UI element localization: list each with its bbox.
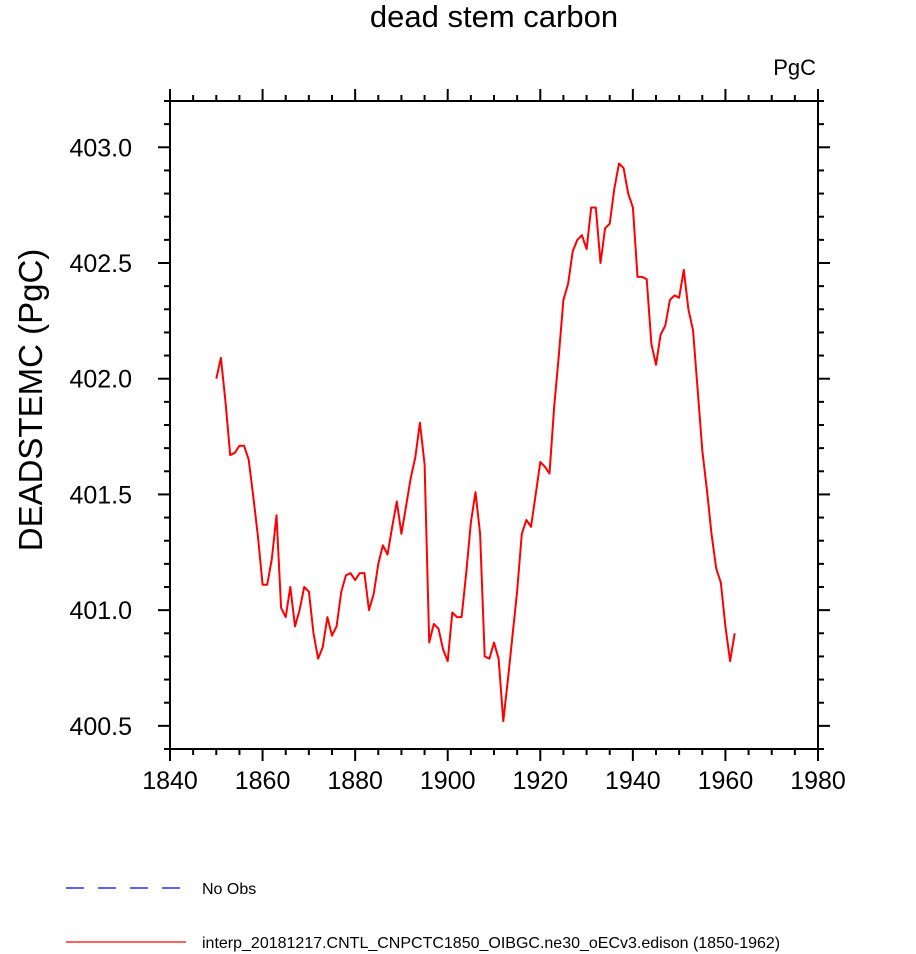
series-line bbox=[215, 162, 736, 723]
x-tick-label: 1900 bbox=[420, 767, 476, 795]
y-tick-label: 403.0 bbox=[69, 134, 132, 162]
plot-frame bbox=[169, 100, 819, 750]
y-axis-label: DEADSTEMC (PgC) bbox=[12, 249, 49, 552]
legend-label-model-run: interp_20181217.CNTL_CNPCTC1850_OIBGC.ne… bbox=[202, 935, 780, 952]
x-tick-label: 1940 bbox=[605, 767, 661, 795]
y-tick-label: 402.0 bbox=[69, 366, 132, 394]
legend: No Obs interp_20181217.CNTL_CNPCTC1850_O… bbox=[66, 881, 780, 952]
series-layer bbox=[215, 162, 736, 723]
y-tick-label: 401.0 bbox=[69, 597, 132, 625]
chart-title: dead stem carbon bbox=[370, 0, 618, 34]
axis-tick-labels: 1840 1860 1880 1900 1920 1940 1960 1980 400.5 401… bbox=[69, 134, 845, 795]
y-tick-label: 401.5 bbox=[69, 481, 132, 509]
x-tick-label: 1880 bbox=[327, 767, 383, 795]
units-label: PgC bbox=[773, 55, 816, 80]
x-tick-label: 1980 bbox=[790, 767, 846, 795]
y-tick-label: 402.5 bbox=[69, 250, 132, 278]
y-tick-label: 400.5 bbox=[69, 713, 132, 741]
x-tick-label: 1960 bbox=[698, 767, 754, 795]
legend-label-no-obs: No Obs bbox=[202, 881, 256, 898]
x-tick-label: 1920 bbox=[512, 767, 568, 795]
x-tick-label: 1840 bbox=[142, 767, 198, 795]
x-tick-label: 1860 bbox=[235, 767, 291, 795]
